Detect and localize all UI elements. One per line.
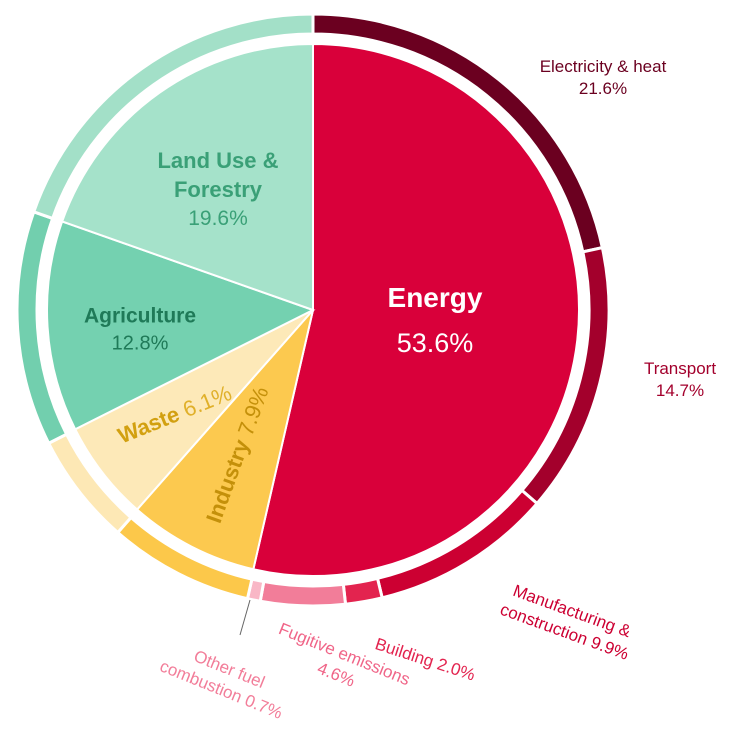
label-text: Land Use & Forestry [157,148,279,202]
label-text: 21.6% [578,79,628,98]
pie-slice [252,42,580,577]
pie-slice [60,42,314,312]
slice-label: Land Use & Forestry 19.6% [133,147,303,233]
slice-label: Energy 53.6% [335,280,535,370]
label-text: Energy [387,281,483,313]
label-text: Transport [643,358,717,378]
label-text: 19.6% [188,207,248,231]
label-text: 14.7% [655,381,705,400]
slice-label: Transport 14.7% [620,358,730,402]
slice-label: Electricity & heat 21.6% [503,56,703,100]
label-text: Agriculture [83,304,196,328]
ring-segment [341,576,384,606]
label-text: Electricity & heat [539,56,667,76]
pie-slice [46,220,316,431]
label-text: 53.6% [396,328,474,359]
label-text: 12.8% [111,333,169,355]
pie-slice [135,309,314,571]
leader-line [239,599,251,636]
ring-segment [31,12,315,221]
ring-segment [258,579,348,608]
slice-label: Agriculture 12.8% [40,303,240,358]
